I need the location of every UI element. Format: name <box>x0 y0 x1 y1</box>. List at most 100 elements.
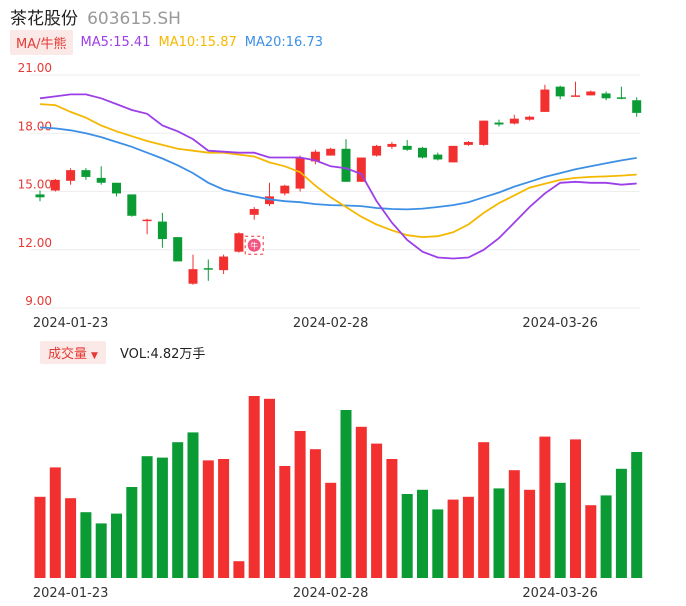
candle-body <box>35 194 45 198</box>
volume-bar <box>248 396 260 578</box>
candle-body <box>142 219 152 222</box>
volume-bar <box>95 523 107 578</box>
volume-bar <box>585 505 597 578</box>
bull-marker-frame <box>244 235 264 255</box>
candle-body <box>50 179 60 191</box>
caret-down-icon: ▼ <box>91 350 98 361</box>
candle-body <box>372 145 382 156</box>
candle <box>571 81 580 97</box>
candle-body <box>112 182 121 194</box>
ma10-label: MA10:15.87 <box>158 34 237 50</box>
candle-body <box>96 177 106 183</box>
price-y-tick-label: 18.00 <box>18 119 52 133</box>
candle-body <box>433 154 443 160</box>
candle-body <box>326 148 336 156</box>
price-chart: 21.00 18.00 15.00 12.00 9.00 2024-01-23 2024-0… <box>18 61 642 330</box>
candle <box>402 140 412 151</box>
volume-bar <box>355 426 367 578</box>
volume-bar <box>524 489 536 578</box>
candle <box>463 141 473 146</box>
candle-body <box>310 151 320 162</box>
candle <box>249 207 259 220</box>
ma20-line <box>39 126 637 211</box>
candle <box>50 178 60 192</box>
volume-bar <box>325 482 337 578</box>
volume-indicator-button[interactable]: 成交量 ▼ <box>40 340 106 364</box>
volume-bar <box>386 459 398 578</box>
candle <box>341 139 351 182</box>
candle-body <box>509 118 519 124</box>
candle-body <box>127 194 137 216</box>
candle <box>326 147 336 156</box>
candle <box>525 115 535 121</box>
volume-bar <box>631 452 643 578</box>
volume-bar <box>447 499 459 578</box>
ma-legend: MA/牛熊 MA5:15.41 MA10:15.87 MA20:16.73 <box>10 29 331 55</box>
volume-bar <box>126 487 138 578</box>
ma-toggle-button[interactable]: MA/牛熊 <box>10 29 73 55</box>
candle-body <box>418 147 427 158</box>
candle-body <box>586 91 596 96</box>
volume-bar <box>371 443 383 578</box>
candle <box>540 84 550 112</box>
ma5-line <box>39 93 637 260</box>
candle <box>310 149 320 165</box>
volume-bar <box>615 468 627 578</box>
candle-body <box>479 120 489 145</box>
candle <box>35 190 45 202</box>
candle-body <box>601 93 611 99</box>
ma5-label: MA5:15.41 <box>80 34 151 50</box>
candle-body <box>494 122 504 125</box>
candle-body <box>219 256 229 271</box>
candle-body <box>249 208 259 215</box>
candle-body <box>387 143 397 147</box>
candle <box>356 157 366 182</box>
candle-body <box>402 145 412 150</box>
volume-bar <box>554 482 566 578</box>
candle-body <box>448 145 458 163</box>
candle-body <box>66 170 76 181</box>
candle <box>448 145 458 163</box>
candle-body <box>463 141 473 145</box>
candle <box>203 259 213 281</box>
volume-bar <box>478 442 490 578</box>
candle <box>418 146 427 159</box>
volume-bar <box>187 432 199 578</box>
volume-value: VOL:4.82万手 <box>119 346 206 362</box>
candle <box>188 254 198 285</box>
volume-bar <box>49 467 61 578</box>
stock-code: 603615.SH <box>87 9 181 29</box>
candle-body <box>632 100 642 113</box>
volume-bar <box>218 459 230 578</box>
price-y-tick-label: 12.00 <box>18 236 52 250</box>
volume-bar <box>600 495 612 578</box>
volume-bar <box>264 398 275 578</box>
candle-body <box>203 268 213 270</box>
volume-bar <box>111 513 122 578</box>
candle <box>142 218 152 235</box>
price-x-tick-label: 2024-03-26 <box>522 316 598 330</box>
candle <box>372 144 382 157</box>
candle <box>494 119 504 127</box>
volume-x-tick-label: 2024-03-26 <box>522 586 598 601</box>
candle-body <box>265 196 274 205</box>
volume-bar <box>570 439 581 578</box>
bull-marker-dot <box>247 238 261 252</box>
candle-body <box>571 95 580 97</box>
volume-bar <box>65 498 77 578</box>
volume-bar <box>417 489 428 578</box>
bull-marker-label: 牛 <box>250 241 258 251</box>
price-y-tick-label: 15.00 <box>18 178 52 192</box>
candle <box>173 237 183 262</box>
candle <box>433 152 443 161</box>
volume-bar <box>202 460 214 578</box>
volume-legend: 成交量 ▼ VOL:4.82万手 <box>40 340 206 364</box>
candle-body <box>234 233 244 252</box>
stock-header: 茶花股份 603615.SH <box>10 4 181 29</box>
candle-body <box>188 269 198 284</box>
candle <box>586 90 596 96</box>
candle <box>66 168 76 185</box>
candle <box>219 254 229 275</box>
ma10-line <box>39 103 637 239</box>
candle <box>555 85 565 100</box>
